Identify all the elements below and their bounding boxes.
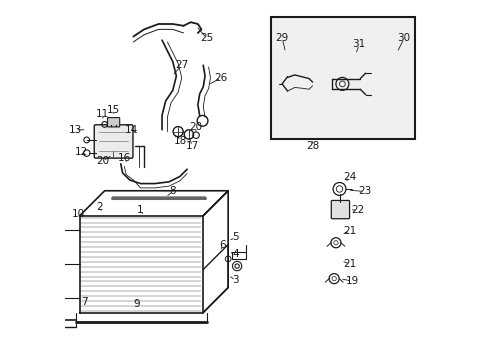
Text: 27: 27 [175, 60, 188, 70]
FancyBboxPatch shape [94, 125, 133, 158]
Text: 20: 20 [188, 122, 202, 132]
Text: 31: 31 [352, 40, 365, 49]
Text: 14: 14 [124, 125, 138, 135]
Text: 15: 15 [107, 105, 120, 115]
Text: 21: 21 [343, 259, 356, 269]
Text: 30: 30 [397, 33, 410, 43]
Text: 11: 11 [96, 109, 109, 119]
Text: 3: 3 [232, 275, 238, 285]
Bar [271, 17, 414, 139]
Text: 22: 22 [350, 206, 364, 216]
Text: 13: 13 [68, 125, 81, 135]
Text: 19: 19 [345, 276, 358, 286]
Text: 18: 18 [173, 136, 186, 146]
Text: 9: 9 [133, 299, 140, 309]
Text: 1: 1 [137, 206, 143, 216]
Text: 6: 6 [219, 239, 226, 249]
Text: 5: 5 [232, 232, 238, 242]
Text: 7: 7 [81, 297, 88, 307]
Text: 28: 28 [305, 141, 319, 151]
Text: 26: 26 [214, 73, 227, 83]
Text: 24: 24 [343, 172, 356, 182]
Text: 2: 2 [96, 202, 102, 212]
Text: 12: 12 [75, 147, 88, 157]
Text: 16: 16 [118, 153, 131, 163]
Text: 21: 21 [343, 226, 356, 236]
Text: 23: 23 [357, 186, 370, 197]
FancyBboxPatch shape [330, 201, 349, 219]
Text: 8: 8 [169, 186, 176, 197]
Text: 20: 20 [96, 156, 109, 166]
Text: 17: 17 [185, 141, 199, 151]
Text: 10: 10 [72, 209, 85, 219]
Text: 4: 4 [232, 248, 238, 258]
Text: 29: 29 [275, 33, 288, 43]
FancyBboxPatch shape [107, 118, 120, 127]
Text: 25: 25 [200, 33, 213, 43]
